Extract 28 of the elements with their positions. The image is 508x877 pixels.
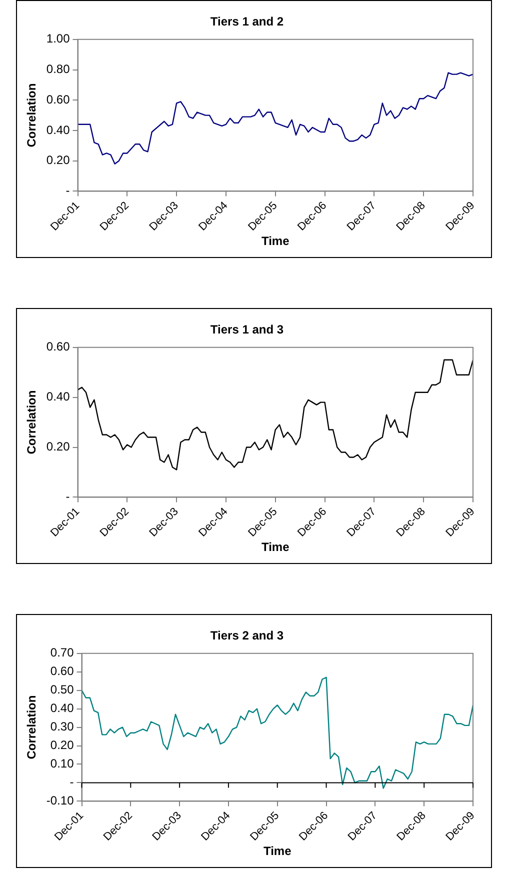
- x-axis-title: Time: [263, 844, 292, 858]
- y-tick-label: 0.20: [46, 440, 70, 454]
- y-tick-label: -: [66, 184, 70, 198]
- y-tick-label: -: [70, 775, 74, 790]
- y-tick-label: 0.40: [50, 701, 74, 716]
- x-axis-title: Time: [261, 234, 290, 248]
- y-tick-label: 0.80: [46, 62, 70, 76]
- y-tick-label: 0.60: [46, 340, 70, 354]
- chart-title: Tiers 2 and 3: [210, 628, 284, 643]
- y-tick-label: 0.60: [50, 664, 74, 678]
- y-axis-title: Correlation: [24, 83, 39, 148]
- x-axis-title: Time: [261, 540, 290, 554]
- chart-title: Tiers 1 and 3: [210, 322, 284, 337]
- y-tick-label: 0.10: [50, 756, 74, 771]
- chart-title: Tiers 1 and 2: [210, 14, 284, 29]
- y-tick-label: 0.60: [46, 92, 70, 106]
- y-tick-label: 0.30: [50, 720, 74, 734]
- y-axis-title: Correlation: [24, 390, 39, 454]
- y-tick-label: 1.00: [46, 32, 70, 46]
- y-tick-label: 0.70: [50, 646, 74, 660]
- y-tick-label: -0.10: [46, 794, 74, 808]
- y-tick-label: 0.20: [46, 153, 70, 168]
- y-axis-title: Correlation: [24, 695, 39, 760]
- y-tick-label: -: [66, 490, 70, 504]
- y-tick-label: 0.20: [50, 738, 74, 752]
- y-tick-label: 0.40: [46, 122, 70, 137]
- y-tick-label: 0.50: [50, 682, 74, 697]
- y-tick-label: 0.40: [46, 390, 70, 404]
